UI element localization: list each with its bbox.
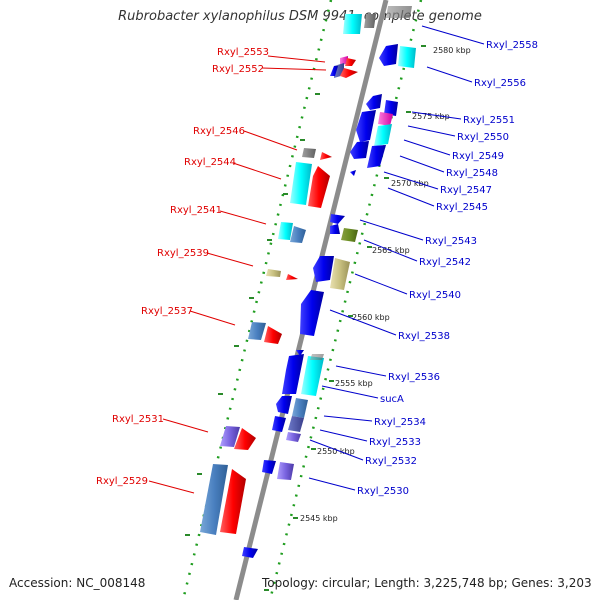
label-rxyl-2547: Rxyl_2547 bbox=[440, 185, 492, 196]
ruler-label-2575: 2575 kbp bbox=[412, 112, 450, 121]
gene-rxyl-2530[interactable] bbox=[262, 460, 294, 480]
ruler-track-right bbox=[268, 0, 423, 600]
left-labels bbox=[148, 55, 327, 494]
gene-rxyl-2539[interactable] bbox=[266, 269, 298, 280]
label-rxyl-2558: Rxyl_2558 bbox=[486, 40, 538, 51]
gene-rxyl-2540[interactable] bbox=[313, 256, 350, 290]
ruler-label-2550: 2550 kbp bbox=[317, 447, 355, 456]
gene-rxyl-2538[interactable] bbox=[300, 290, 324, 336]
label-rxyl-2549: Rxyl_2549 bbox=[452, 151, 504, 162]
gene-rxyl-2550[interactable] bbox=[378, 112, 393, 126]
label-rxyl-2533: Rxyl_2533 bbox=[369, 437, 421, 448]
label-suca: sucA bbox=[380, 394, 404, 405]
accession-text: Accession: NC_008148 bbox=[9, 576, 146, 590]
gene-rxyl-2536[interactable] bbox=[282, 354, 324, 396]
gene-rxyl-2556[interactable] bbox=[379, 44, 416, 68]
genome-summary-text: Topology: circular; Length: 3,225,748 bp… bbox=[262, 576, 592, 590]
gene-rxyl-2544[interactable] bbox=[290, 162, 330, 208]
label-rxyl-2532: Rxyl_2532 bbox=[365, 456, 417, 467]
gene-rxyl-2551[interactable] bbox=[366, 94, 398, 116]
gene-rxyl-2558[interactable] bbox=[343, 6, 412, 34]
ruler-label-2545: 2545 kbp bbox=[300, 514, 338, 523]
label-rxyl-2548: Rxyl_2548 bbox=[446, 168, 498, 179]
label-rxyl-2550: Rxyl_2550 bbox=[457, 132, 509, 143]
gene-bottom bbox=[242, 547, 258, 558]
gene-rxyl-2547[interactable] bbox=[350, 170, 356, 176]
label-rxyl-2541: Rxyl_2541 bbox=[170, 205, 222, 216]
label-rxyl-2542: Rxyl_2542 bbox=[419, 257, 471, 268]
label-rxyl-2534: Rxyl_2534 bbox=[374, 417, 426, 428]
right-labels bbox=[308, 25, 485, 491]
label-rxyl-2551: Rxyl_2551 bbox=[463, 115, 515, 126]
label-rxyl-2537: Rxyl_2537 bbox=[141, 306, 193, 317]
gene-rxyl-2531[interactable] bbox=[220, 426, 256, 450]
gene-rxyl-2534[interactable] bbox=[276, 396, 308, 418]
gene-rxyl-2532[interactable] bbox=[286, 432, 301, 442]
gene-rxyl-2543[interactable] bbox=[330, 214, 345, 234]
label-rxyl-2545: Rxyl_2545 bbox=[436, 202, 488, 213]
label-rxyl-2553: Rxyl_2553 bbox=[217, 47, 269, 58]
right-label-texts: Rxyl_2558 Rxyl_2556 Rxyl_2551 Rxyl_2550 … bbox=[357, 40, 538, 497]
ruler-label-2570: 2570 kbp bbox=[391, 179, 429, 188]
label-rxyl-2531: Rxyl_2531 bbox=[112, 414, 164, 425]
ruler-label-2555: 2555 kbp bbox=[335, 379, 373, 388]
label-rxyl-2543: Rxyl_2543 bbox=[425, 236, 477, 247]
gene-rxyl-2542[interactable] bbox=[341, 228, 358, 242]
label-rxyl-2536: Rxyl_2536 bbox=[388, 372, 440, 383]
label-rxyl-2552: Rxyl_2552 bbox=[212, 64, 264, 75]
label-rxyl-2539: Rxyl_2539 bbox=[157, 248, 209, 259]
gene-rxyl-2541[interactable] bbox=[278, 222, 306, 243]
gene-rxyl-2552[interactable] bbox=[330, 66, 358, 78]
label-rxyl-2544: Rxyl_2544 bbox=[184, 157, 236, 168]
ruler-label-2580: 2580 kbp bbox=[433, 46, 471, 55]
label-rxyl-2530: Rxyl_2530 bbox=[357, 486, 409, 497]
gene-rxyl-2533[interactable] bbox=[272, 416, 304, 432]
label-rxyl-2538: Rxyl_2538 bbox=[398, 331, 450, 342]
gene-rxyl-2548[interactable] bbox=[350, 141, 386, 168]
ruler-dashes bbox=[185, 45, 426, 591]
label-rxyl-2556: Rxyl_2556 bbox=[474, 78, 526, 89]
label-rxyl-2540: Rxyl_2540 bbox=[409, 290, 461, 301]
gene-rxyl-2546[interactable] bbox=[302, 148, 332, 160]
gene-suca[interactable] bbox=[296, 350, 304, 356]
gene-rxyl-2537[interactable] bbox=[248, 322, 282, 344]
label-rxyl-2529: Rxyl_2529 bbox=[96, 476, 148, 487]
ruler-label-2560: 2560 kbp bbox=[352, 313, 390, 322]
gene-rxyl-2529[interactable] bbox=[200, 464, 246, 535]
gene-rxyl-2549[interactable] bbox=[356, 110, 392, 146]
label-rxyl-2546: Rxyl_2546 bbox=[193, 126, 245, 137]
left-label-texts: Rxyl_2553 Rxyl_2552 Rxyl_2546 Rxyl_2544 … bbox=[96, 47, 269, 487]
